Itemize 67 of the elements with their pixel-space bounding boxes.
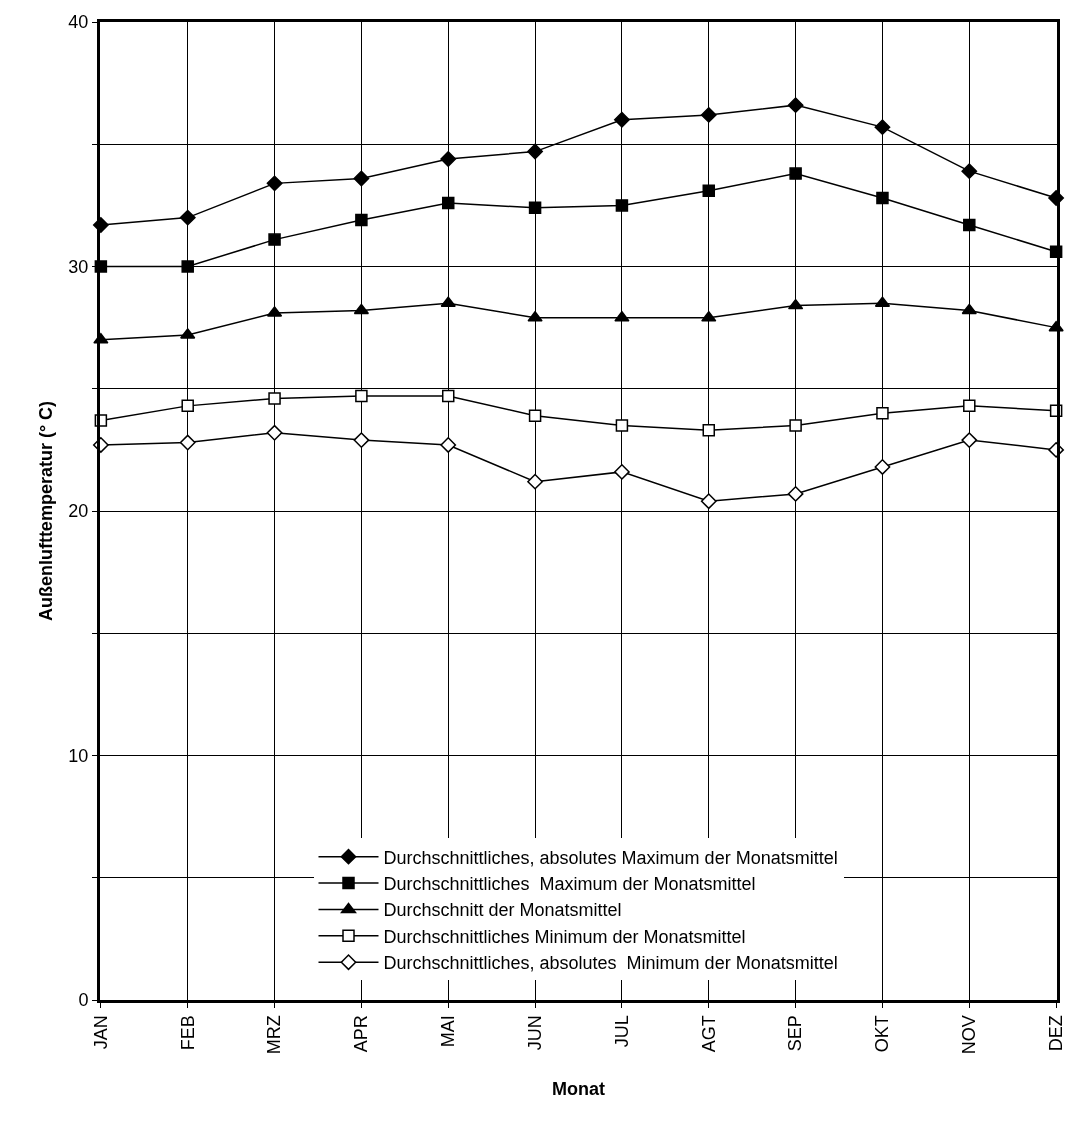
- point: [963, 399, 976, 413]
- point: [179, 209, 196, 226]
- point: [528, 201, 542, 215]
- point: [614, 111, 630, 128]
- point: [961, 163, 978, 180]
- y-tick-label: 40: [68, 12, 89, 33]
- point: [355, 213, 368, 227]
- point: [179, 434, 196, 451]
- point: [874, 119, 891, 136]
- x-tick-label: APR: [351, 1015, 372, 1053]
- y-axis-title: Außenlufttemperatur (° C): [35, 400, 56, 622]
- legend-label: Durchschnittliches Minimum der Monatsmittel: [383, 926, 746, 947]
- point: [353, 432, 370, 448]
- x-tick-label: OKT: [872, 1015, 893, 1053]
- x-tick-label: JAN: [90, 1015, 111, 1050]
- point: [789, 167, 802, 180]
- point: [441, 196, 455, 210]
- legend-label: Durchschnitt der Monatsmittel: [383, 900, 622, 921]
- point: [615, 199, 629, 212]
- x-tick-label: FEB: [177, 1015, 198, 1051]
- point: [440, 437, 457, 453]
- point: [527, 473, 543, 490]
- point: [876, 191, 889, 205]
- point: [787, 485, 804, 502]
- point: [614, 463, 630, 480]
- point: [961, 303, 977, 315]
- x-tick-label: JUL: [611, 1015, 632, 1048]
- point: [876, 406, 889, 420]
- point: [789, 419, 802, 432]
- point: [440, 151, 457, 167]
- point: [353, 303, 370, 315]
- point: [963, 218, 976, 232]
- x-tick-label: JUN: [524, 1015, 545, 1051]
- legend-label: Durchschnittliches, absolutes Maximum der Monatsmittel: [383, 847, 838, 868]
- x-tick-label: DEZ: [1045, 1015, 1066, 1052]
- point: [355, 389, 368, 403]
- point: [787, 298, 804, 310]
- x-axis-title: Monat: [552, 1079, 605, 1100]
- point: [268, 233, 281, 246]
- point: [266, 175, 283, 192]
- point: [961, 432, 978, 448]
- y-tick-label: 10: [68, 745, 89, 766]
- point: [702, 424, 716, 437]
- x-tick-label: SEP: [785, 1015, 806, 1052]
- x-tick-label: MRZ: [264, 1015, 285, 1055]
- legend-label: Durchschnittliches, absolutes Minimum der Monatsmittel: [383, 953, 838, 974]
- point: [702, 184, 716, 197]
- x-tick-label: NOV: [959, 1015, 980, 1055]
- point: [181, 260, 194, 273]
- point: [441, 389, 455, 403]
- point: [700, 107, 717, 123]
- point: [787, 97, 804, 114]
- point: [700, 493, 717, 510]
- point: [353, 170, 370, 187]
- point: [874, 459, 891, 475]
- y-tick-label: 30: [68, 256, 89, 277]
- legend-label: Durchschnittliches Maximum der Monatsmittel: [383, 874, 756, 895]
- x-tick-label: AGT: [698, 1015, 719, 1053]
- y-tick-label: 0: [78, 990, 89, 1011]
- y-tick-label: 20: [68, 501, 89, 522]
- point: [527, 143, 543, 160]
- point: [615, 419, 629, 432]
- point: [528, 409, 542, 422]
- x-tick-label: MAI: [438, 1015, 459, 1048]
- point: [266, 424, 283, 441]
- point: [181, 399, 194, 413]
- point: [268, 392, 281, 405]
